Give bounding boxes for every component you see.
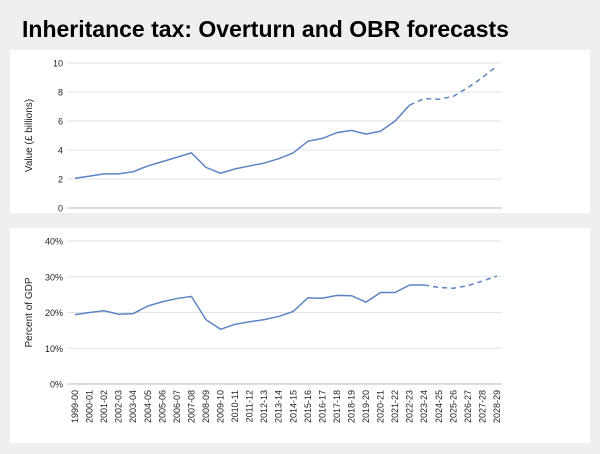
chart-title: Inheritance tax: Overturn and OBR foreca… xyxy=(22,16,509,42)
x-tick-label: 2022-23 xyxy=(405,390,415,423)
y-tick-label: 8 xyxy=(58,88,63,98)
x-tick-label: 2001-02 xyxy=(99,390,109,423)
y-tick-label: 10 xyxy=(53,59,63,69)
y-tick-label: 30% xyxy=(45,272,63,282)
value-chart-panel: 0 2 4 6 8 10 Value (£ billions) xyxy=(10,50,590,213)
x-tick-label: 2019-20 xyxy=(361,390,371,423)
y-tick-label: 0% xyxy=(50,380,63,390)
x-tick-label: 2026-27 xyxy=(463,390,473,423)
x-tick-label: 2000-01 xyxy=(85,390,95,423)
forecast-line xyxy=(424,275,498,289)
gdp-share-chart: 0% 10% 20% 30% 40% Percent of GDP 1999-00 2000-… xyxy=(24,237,502,423)
y-tick-label: 40% xyxy=(45,237,63,247)
y-tick-label: 2 xyxy=(58,175,63,185)
y-tick-label: 6 xyxy=(58,117,63,127)
gdp-share-chart-panel: 0% 10% 20% 30% 40% Percent of GDP 1999-00 2000-… xyxy=(10,228,590,443)
y-axis-label: Percent of GDP xyxy=(24,277,35,347)
x-tick-label: 2028-29 xyxy=(492,390,502,423)
x-tick-label: 2020-21 xyxy=(376,390,386,423)
x-tick-label: 2023-24 xyxy=(419,390,429,423)
forecast-line xyxy=(409,65,498,106)
y-tick-label: 0 xyxy=(58,204,63,214)
x-tick-label: 2016-17 xyxy=(317,390,327,423)
y-tick-label: 20% xyxy=(45,308,63,318)
outturn-line xyxy=(74,284,425,331)
x-tick-label: 2017-18 xyxy=(332,390,342,423)
x-tick-label: 2005-06 xyxy=(157,390,167,423)
x-tick-label: 2015-16 xyxy=(303,390,313,423)
x-tick-label: 2021-22 xyxy=(390,390,400,423)
x-tick-label: 2009-10 xyxy=(216,390,226,423)
x-tick-label: 2007-08 xyxy=(186,390,196,423)
x-tick-label: 2018-19 xyxy=(346,390,356,423)
x-tick-label: 2004-05 xyxy=(143,390,153,423)
x-tick-label: 2011-12 xyxy=(245,390,255,422)
x-tick-label: 2013-14 xyxy=(274,390,284,423)
value-chart: 0 2 4 6 8 10 Value (£ billions) xyxy=(24,59,502,214)
y-tick-label: 4 xyxy=(58,146,63,156)
x-tick-label: 2024-25 xyxy=(434,390,444,423)
x-tick-label: 2012-13 xyxy=(259,390,269,423)
x-tick-label: 2025-26 xyxy=(448,390,458,423)
y-tick-label: 10% xyxy=(45,344,63,354)
x-tick-label: 2014-15 xyxy=(288,390,298,423)
x-tick-label: 2006-07 xyxy=(172,390,182,423)
x-tick-label: 2008-09 xyxy=(201,390,211,423)
x-tick-label: 2002-03 xyxy=(114,390,124,423)
x-tick-label: 2003-04 xyxy=(128,390,138,423)
x-tick-label: 2010-11 xyxy=(230,390,240,422)
x-tick-label: 1999-00 xyxy=(70,390,80,423)
outturn-line xyxy=(74,104,411,180)
y-axis-label: Value (£ billions) xyxy=(24,99,35,172)
x-tick-label: 2027-28 xyxy=(477,390,487,423)
